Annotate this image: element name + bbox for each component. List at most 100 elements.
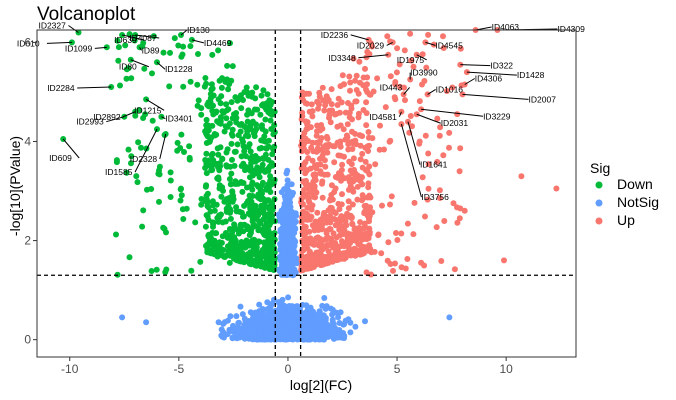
point-up [387,137,394,144]
point-up [369,209,376,216]
point-up [355,110,362,117]
point-down [203,196,210,203]
point-notsig [220,320,227,327]
point-up [366,218,372,225]
point-down [115,44,122,51]
point-down [263,241,270,248]
point-down [242,244,249,251]
chart-title: Volcanoplot [37,4,136,25]
point-up [336,206,343,213]
point-label: ID322 [490,61,513,71]
label-leader-line [145,98,165,111]
point-up [352,77,359,84]
point-up [309,108,316,115]
point-up [323,235,330,242]
point-notsig [236,328,243,335]
label-leader-line [135,34,160,39]
point-up [302,236,309,243]
point-notsig [286,204,293,211]
point-notsig [235,319,242,326]
point-down [267,101,274,108]
point-notsig [281,265,288,272]
point-down [265,143,272,150]
point-down [153,266,160,273]
point-up [342,136,349,143]
threshold-lines [37,30,576,357]
point-down [213,131,220,138]
point-down [115,57,122,64]
point-up [377,122,383,129]
point-down [140,115,147,121]
point-notsig [276,268,283,275]
point-down [171,35,178,42]
point-label: ID443 [380,82,403,92]
point-down [223,107,230,114]
point-down [259,179,266,186]
point-notsig [329,319,336,326]
point-notsig [321,295,328,301]
point-down [216,214,223,221]
point-down [227,206,233,213]
label-leader-line [407,121,421,165]
point-down [203,116,210,123]
point-up [304,100,310,107]
point-notsig [267,332,273,339]
point-up [368,249,375,256]
point-down [244,111,251,118]
point-notsig [226,326,233,333]
point-up [438,258,445,264]
point-down [167,194,174,200]
point-label: ID4309 [557,24,585,34]
point-down [203,150,210,157]
label-leader-line [139,47,142,51]
point-notsig [269,318,275,325]
legend-title: Sig [590,160,610,176]
y-tick-label: 2 [24,234,31,248]
point-up [349,128,355,135]
point-notsig [287,199,294,206]
point-down [198,105,205,112]
point-up [338,238,345,245]
point-up [323,93,330,100]
point-notsig [319,302,326,309]
point-up [324,149,331,156]
point-up [343,222,350,229]
point-notsig [303,302,310,309]
point-up [364,168,371,175]
point-down [135,139,142,146]
point-notsig [256,324,263,331]
point-up [419,174,426,181]
point-notsig [119,314,126,321]
point-up [360,225,367,232]
label-leader-line [180,29,188,36]
point-down [259,161,266,168]
point-up [359,236,366,243]
point-up [327,219,334,226]
point-up [375,231,382,238]
point-notsig [294,303,301,310]
point-up [306,249,313,256]
point-up [355,241,362,247]
point-down [257,187,264,194]
point-up [407,113,414,119]
point-label: ID2892 [93,112,121,122]
point-down [270,267,277,273]
label-leader-line [46,41,72,44]
point-up [322,256,329,263]
point-down [255,225,262,232]
point-down [198,111,205,118]
point-down [163,229,169,236]
label-leader-line [134,128,158,173]
point-up [404,220,411,227]
point-down [241,143,247,150]
point-down [232,94,239,101]
x-tick-label: 0 [285,362,292,376]
point-notsig [303,335,310,341]
point-up [300,201,306,208]
point-up [413,111,420,118]
point-notsig [281,235,287,242]
point-label: ID639 [114,35,137,45]
point-down [178,131,185,138]
point-down [174,139,181,146]
point-down [128,160,134,167]
